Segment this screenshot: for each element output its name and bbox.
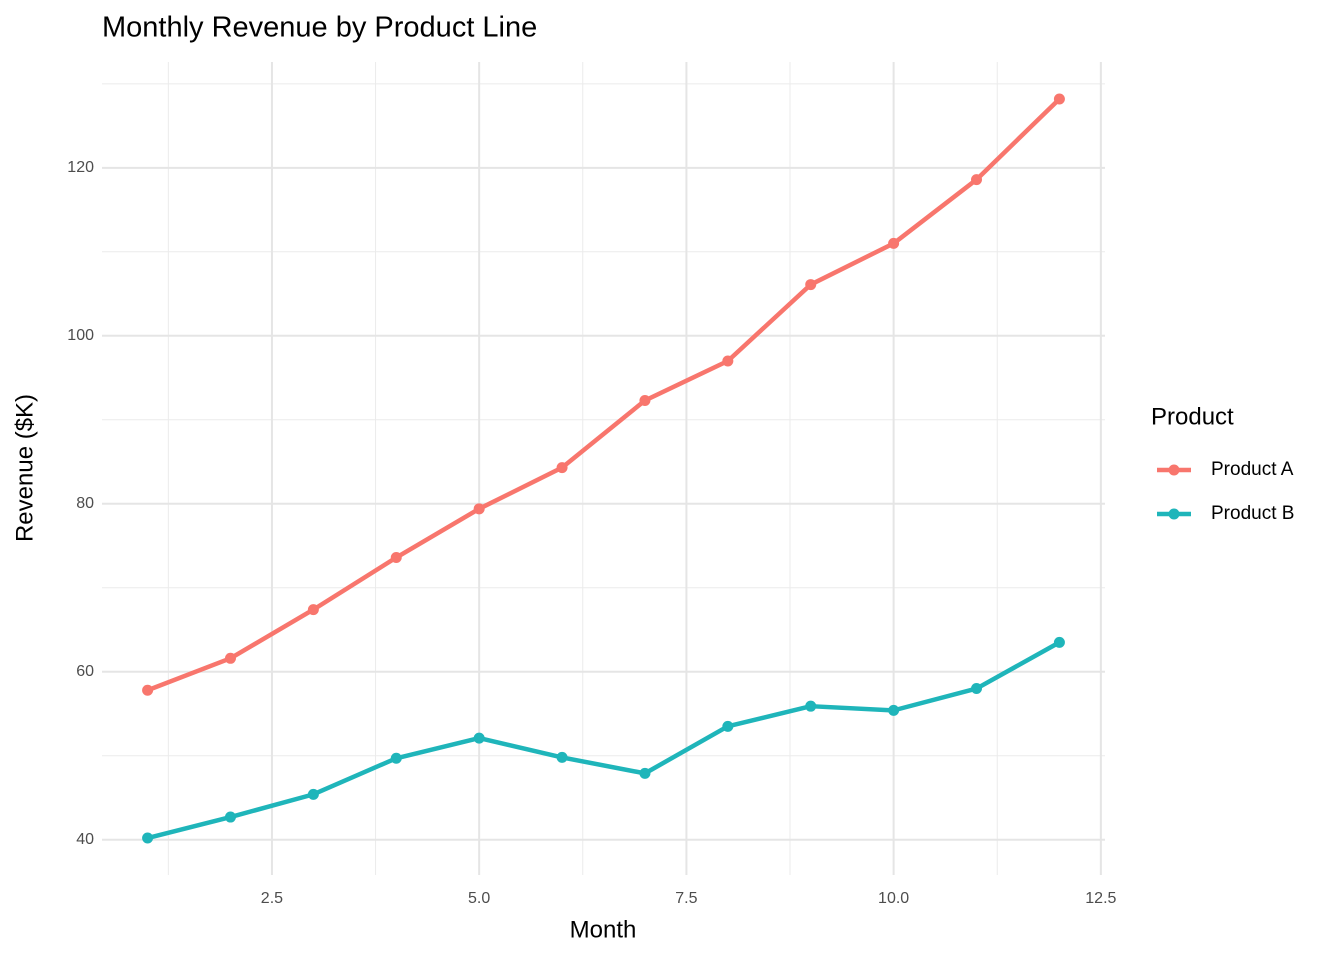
x-tick-label: 10.0 [878, 890, 909, 907]
series-line [147, 640, 1061, 841]
y-tick-label: 120 [67, 159, 94, 176]
x-tick-label: 5.0 [468, 890, 490, 907]
data-point [556, 462, 568, 474]
data-point [971, 174, 983, 186]
y-tick-label: 80 [76, 495, 94, 512]
legend-key-point [1168, 464, 1180, 476]
data-point [722, 720, 734, 732]
legend-label: Product A [1211, 459, 1294, 480]
series-line [146, 97, 1061, 693]
data-point [639, 767, 651, 779]
data-point [307, 604, 319, 616]
data-point [722, 355, 734, 367]
data-point [805, 279, 817, 291]
legend-label: Product B [1211, 503, 1294, 524]
data-point [224, 652, 236, 664]
x-axis-title: Month [570, 916, 637, 943]
data-point [390, 552, 402, 564]
data-point [1053, 636, 1065, 648]
data-point [556, 751, 568, 763]
x-tick-label: 12.5 [1085, 890, 1116, 907]
legend-title: Product [1151, 403, 1234, 430]
legend-key-point [1168, 508, 1180, 520]
data-point [224, 811, 236, 823]
data-point [971, 683, 983, 695]
y-tick-label: 100 [67, 327, 94, 344]
y-tick-label: 60 [76, 663, 94, 680]
data-point [639, 394, 651, 406]
x-tick-label: 7.5 [675, 890, 697, 907]
data-point [1053, 93, 1065, 105]
data-point [473, 503, 485, 515]
data-point [888, 237, 900, 249]
data-point [888, 704, 900, 716]
data-point [307, 788, 319, 800]
data-point [142, 832, 154, 844]
data-point [390, 752, 402, 764]
chart-title: Monthly Revenue by Product Line [102, 12, 537, 44]
data-point [805, 700, 817, 712]
y-axis-title: Revenue ($K) [11, 394, 38, 542]
y-tick-label: 40 [76, 831, 94, 848]
x-tick-label: 2.5 [261, 890, 283, 907]
data-point [473, 732, 485, 744]
data-point [142, 684, 154, 696]
